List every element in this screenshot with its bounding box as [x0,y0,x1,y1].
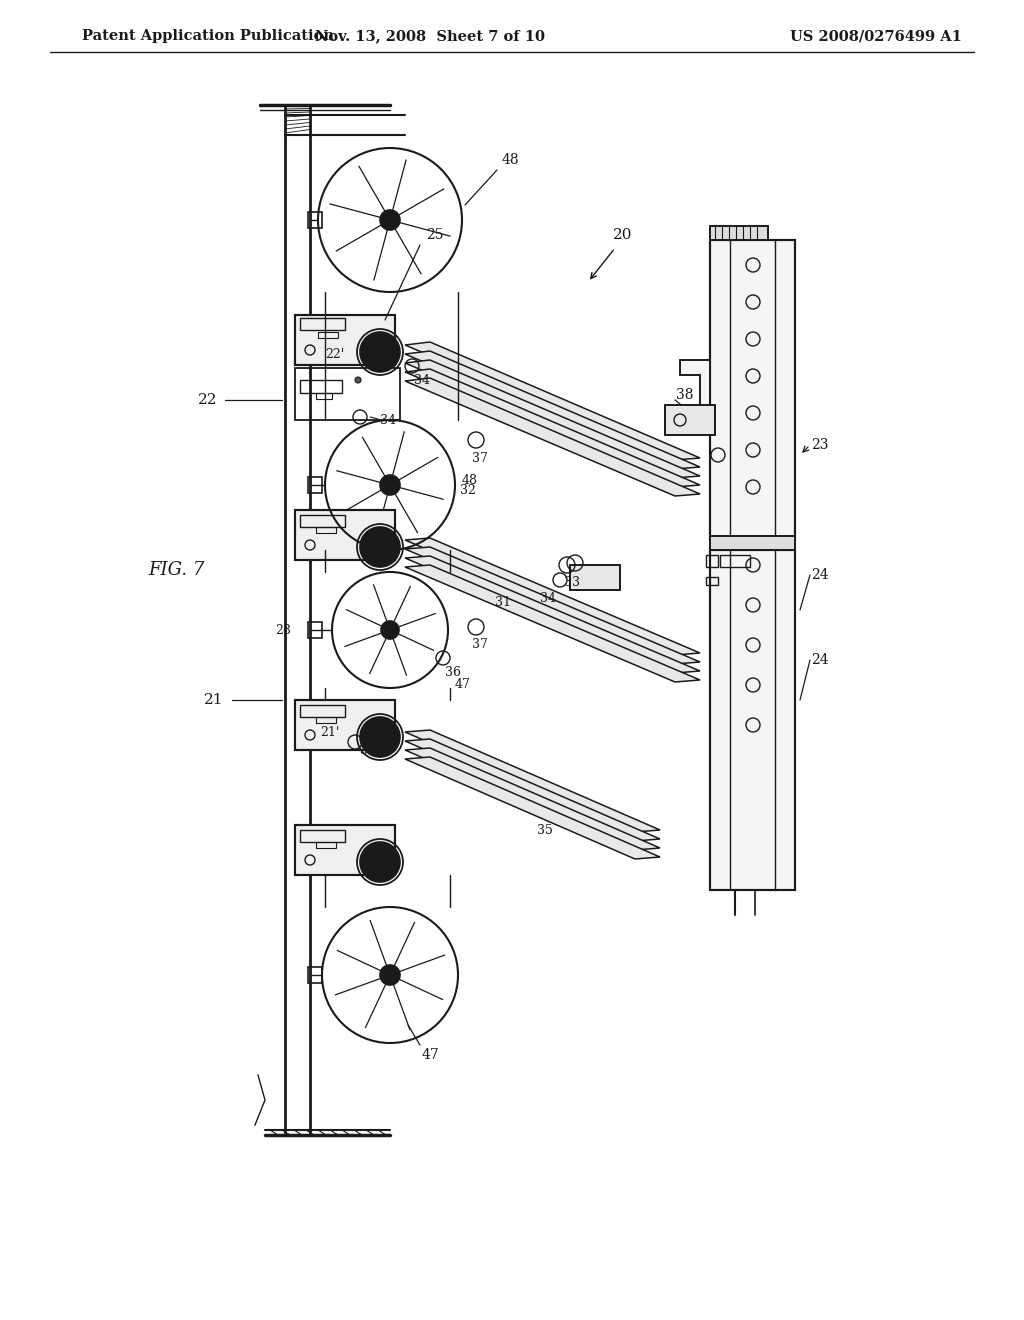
Polygon shape [406,342,700,459]
Circle shape [381,620,399,639]
Text: FIG. 7: FIG. 7 [148,561,205,579]
Text: 24: 24 [811,568,828,582]
Text: 20: 20 [613,228,633,242]
Bar [295,315,395,366]
Text: 35: 35 [537,824,553,837]
Circle shape [355,378,361,383]
Text: 48: 48 [501,153,519,168]
Polygon shape [406,351,700,469]
Text: Nov. 13, 2008  Sheet 7 of 10: Nov. 13, 2008 Sheet 7 of 10 [315,29,545,44]
Polygon shape [406,556,700,673]
Polygon shape [406,748,660,850]
Bar [710,550,795,890]
Text: 34: 34 [414,374,430,387]
Text: 32: 32 [460,483,476,496]
Bar [308,968,322,983]
Bar [295,825,395,875]
Circle shape [380,475,400,495]
Polygon shape [406,546,700,664]
Text: 24: 24 [811,653,828,667]
Bar [570,565,620,590]
Bar [710,226,768,240]
Bar [570,565,620,590]
Text: 33: 33 [360,743,376,756]
Bar [710,240,795,540]
Text: 34: 34 [540,591,556,605]
Bar [710,240,795,540]
Text: 47: 47 [455,678,471,692]
Bar [295,368,400,420]
Bar [300,318,345,330]
Text: 22': 22' [326,348,345,362]
Text: 23: 23 [811,438,828,451]
Bar [316,393,332,399]
Text: 36: 36 [445,665,461,678]
Text: 37: 37 [472,451,488,465]
Text: 47: 47 [421,1048,439,1063]
Bar [318,333,338,338]
Circle shape [380,965,400,985]
Circle shape [360,527,400,568]
Bar [665,405,715,436]
Text: 37: 37 [472,638,488,651]
Polygon shape [680,360,710,414]
Bar [295,700,395,750]
Text: 38: 38 [676,388,693,403]
Text: US 2008/0276499 A1: US 2008/0276499 A1 [790,29,962,44]
Polygon shape [406,756,660,859]
Bar [295,510,395,560]
Bar [706,554,718,568]
Circle shape [360,333,400,372]
Text: 28: 28 [275,623,291,636]
Text: 34: 34 [380,413,396,426]
Bar [300,380,342,393]
Bar [710,226,768,240]
Circle shape [360,717,400,756]
Text: 21': 21' [321,726,340,738]
Text: 22: 22 [199,393,218,407]
Bar [295,825,395,875]
Bar [710,536,795,550]
Bar [710,536,795,550]
Bar [316,527,336,533]
Polygon shape [406,739,660,841]
Bar [300,515,345,527]
Polygon shape [406,565,700,682]
Text: 31: 31 [495,595,511,609]
Bar [308,213,322,228]
Circle shape [380,210,400,230]
Bar [316,842,336,847]
Polygon shape [406,360,700,478]
Bar [308,477,322,492]
Bar [720,554,750,568]
Circle shape [360,842,400,882]
Text: 25: 25 [426,228,443,242]
Bar [295,510,395,560]
Polygon shape [406,370,700,487]
Text: 48: 48 [462,474,478,487]
Bar [300,705,345,717]
Bar [710,550,795,890]
Text: Patent Application Publication: Patent Application Publication [82,29,334,44]
Bar [316,717,336,723]
Bar [295,700,395,750]
Bar [300,830,345,842]
Text: 21: 21 [204,693,224,708]
Bar [308,622,322,638]
Polygon shape [406,730,660,832]
Text: 33: 33 [564,576,580,589]
Bar [665,405,715,436]
Polygon shape [406,539,700,655]
Bar [295,315,395,366]
Polygon shape [406,378,700,496]
Bar [706,577,718,585]
